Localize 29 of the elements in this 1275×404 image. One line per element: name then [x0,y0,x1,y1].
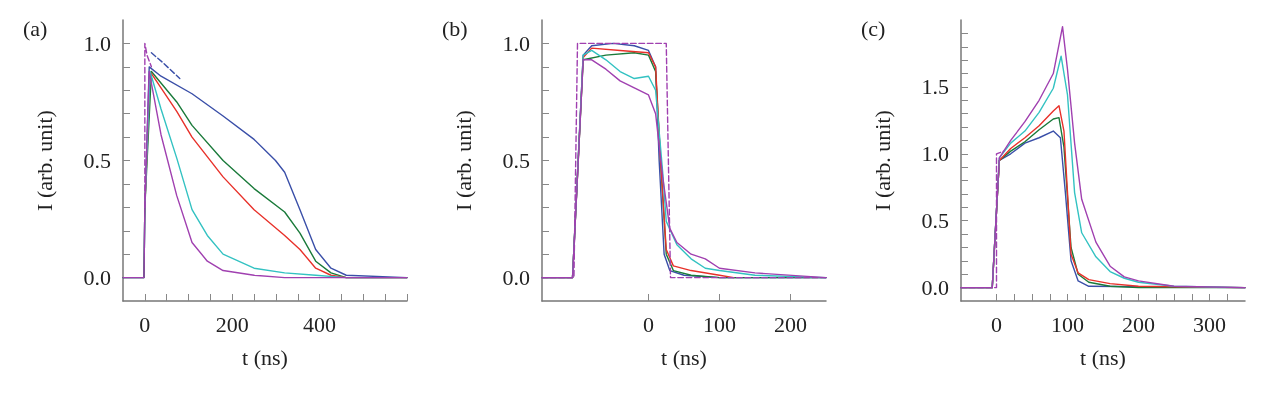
x-tick-label: 0 [991,311,1002,337]
y-tick-label: 1.0 [921,141,949,167]
x-axis-title: t (ns) [1080,344,1126,370]
x-axis-title: t (ns) [661,344,707,370]
y-tick-label: 0.5 [502,148,530,173]
x-tick-label: 100 [703,311,736,337]
chart-title: (a) [23,15,48,41]
x-tick-label: 300 [1193,311,1226,337]
chart-title: (b) [442,15,468,41]
y-tick-label: 0.0 [921,275,949,301]
y-tick-label: 0.5 [83,148,111,173]
y-tick-label: 0.0 [83,265,111,291]
y-tick-label: 1.0 [83,30,111,56]
y-axis-title: I (arb. unit) [31,110,57,211]
y-tick-label: 1.0 [502,30,530,56]
x-tick-label: 400 [303,311,337,337]
x-tick-label: 0 [643,311,654,337]
y-axis-title: I (arb. unit) [450,110,476,211]
x-tick-label: 100 [1051,311,1084,337]
x-tick-label: 200 [215,311,249,337]
x-tick-label: 0 [139,311,151,337]
x-tick-label: 200 [1122,311,1155,337]
x-tick-label: 200 [774,311,807,337]
x-axis-title: t (ns) [242,344,288,370]
y-tick-label: 0.0 [502,265,530,291]
y-tick-label: 0.5 [921,208,949,234]
chart-title: (c) [861,15,886,41]
y-axis-title: I (arb. unit) [869,110,895,211]
y-tick-label: 1.5 [921,74,949,100]
